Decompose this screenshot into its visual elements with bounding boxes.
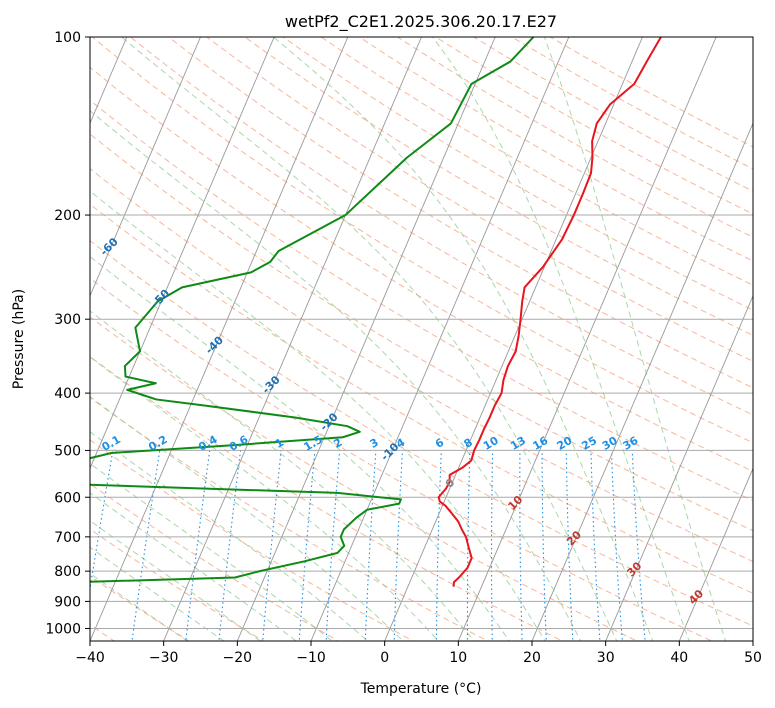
isotherm-line [90, 37, 349, 641]
dry-adiabat-line [282, 37, 753, 311]
isotherm-line [236, 37, 496, 641]
dry-adiabat-label: 20 [564, 528, 584, 548]
y-tick-label: 1000 [45, 622, 81, 638]
moist-adiabat-line [90, 572, 189, 641]
y-tick-label: 600 [54, 490, 81, 506]
dry-adiabat-line [205, 37, 753, 362]
y-tick-label: 200 [54, 208, 81, 224]
x-axis-label: Temperature (°C) [360, 681, 482, 697]
x-tick-label: 20 [523, 650, 541, 666]
dry-adiabat-line [90, 528, 265, 641]
moist-adiabat-line [120, 37, 618, 641]
x-tick-label: 30 [597, 650, 615, 666]
x-tick-label: −30 [149, 650, 179, 666]
isotherm-line [457, 37, 717, 641]
dry-adiabat-line [91, 37, 753, 444]
isotherm-line [90, 37, 275, 470]
moist-adiabat-line [543, 37, 727, 641]
moist-adiabat-line [90, 190, 546, 641]
dry-adiabat-line [90, 66, 753, 472]
dry-adiabat-line [129, 37, 753, 416]
isotherm-label: -80 [0, 139, 14, 162]
mixing-ratio-line [131, 450, 161, 641]
dry-adiabat-line [90, 397, 489, 641]
dry-adiabat-line [90, 168, 753, 563]
moist-adiabat-line [90, 462, 333, 641]
x-tick-label: 40 [670, 650, 688, 666]
mixing-ratio-line [435, 450, 442, 641]
dry-adiabat-line [90, 99, 753, 502]
dry-adiabat-line [549, 37, 753, 148]
dry-adiabat-line [320, 37, 753, 286]
dry-adiabat-line [90, 240, 753, 627]
y-tick-label: 700 [54, 530, 81, 546]
moist-adiabat-line [90, 546, 225, 641]
moist-adiabat-line [90, 492, 298, 641]
y-tick-label: 300 [54, 312, 81, 328]
x-tick-label: −10 [296, 650, 326, 666]
moist-adiabat-line [90, 431, 369, 641]
isotherm-line [384, 37, 643, 641]
y-tick-label: 100 [54, 30, 81, 46]
moist-adiabat-line [90, 110, 582, 641]
mixing-ratio-line [491, 450, 494, 641]
y-tick-label: 900 [54, 594, 81, 610]
x-tick-label: 0 [380, 650, 389, 666]
dry-adiabat-line [90, 575, 190, 641]
mixing-ratio-line [541, 450, 547, 641]
y-axis-label: Pressure (hPa) [11, 289, 27, 389]
dry-adiabat-line [90, 277, 713, 641]
dry-adiabat-line [511, 37, 753, 170]
isotherm-line [90, 37, 201, 298]
dry-adiabat-label: 40 [686, 587, 706, 607]
moist-adiabat-line [272, 37, 654, 641]
mixing-ratio-label: 3 [368, 436, 381, 451]
y-tick-label: 400 [54, 386, 81, 402]
dry-adiabat-line [90, 133, 753, 532]
dry-adiabat-line [472, 37, 753, 192]
moist-adiabat-line [431, 37, 690, 641]
y-tick-label: 800 [54, 564, 81, 580]
dry-adiabat-label: 10 [505, 493, 525, 513]
mixing-ratio-line [218, 450, 242, 641]
x-tick-label: −40 [75, 650, 105, 666]
isotherm-line [752, 639, 753, 641]
y-tick-label: 500 [54, 443, 81, 459]
isotherm-line [678, 467, 753, 641]
dry-adiabat-line [396, 37, 753, 238]
dry-adiabat-line [90, 203, 753, 594]
chart-title: wetPf2_C2E1.2025.306.20.17.E27 [285, 12, 557, 32]
x-tick-label: −20 [223, 650, 253, 666]
plot-frame [89, 36, 754, 642]
isotherm-line [531, 122, 753, 641]
moist-adiabat-line [90, 356, 440, 641]
temperature-line [437, 37, 662, 587]
isotherm-label: -70 [45, 185, 68, 208]
moist-adiabat-line [90, 310, 475, 641]
mixing-ratio-line [519, 450, 523, 641]
mixing-ratio-line [90, 450, 114, 593]
dry-adiabat-line [244, 37, 753, 336]
dry-adiabat-line [90, 316, 639, 641]
x-tick-label: 50 [744, 650, 762, 666]
isotherm-label: -60 [98, 235, 121, 258]
dewpoint-line [90, 37, 535, 583]
moist-adiabat-line [90, 396, 404, 641]
isotherm-line [605, 294, 753, 641]
dry-adiabat-line [167, 37, 753, 389]
dry-adiabat-line [90, 483, 340, 641]
isotherm-label: -20 [317, 410, 340, 433]
dry-adiabat-line [90, 439, 415, 641]
isotherm-line [163, 37, 422, 641]
dry-adiabat-line [0, 24, 57, 653]
dry-adiabat-line [90, 356, 564, 641]
isotherm-line [310, 37, 570, 641]
mixing-ratio-line [364, 450, 377, 641]
x-tick-label: 10 [449, 650, 467, 666]
